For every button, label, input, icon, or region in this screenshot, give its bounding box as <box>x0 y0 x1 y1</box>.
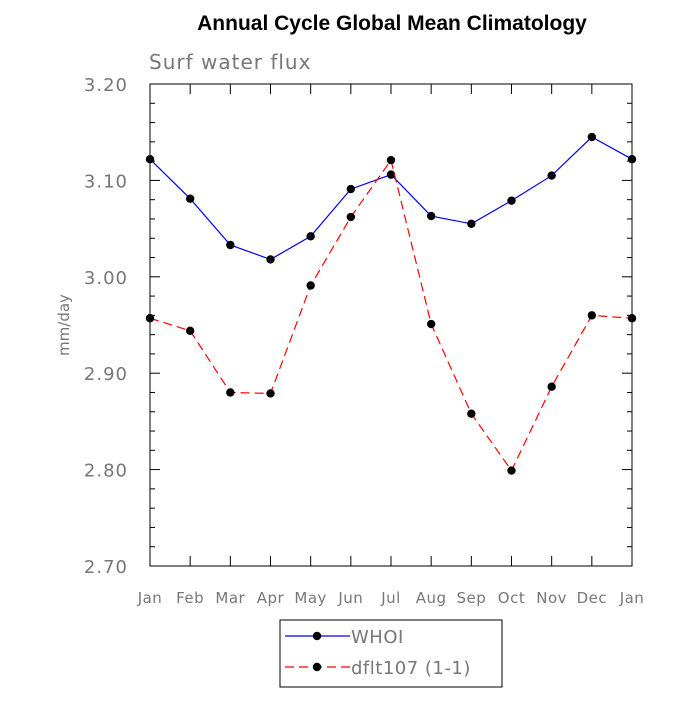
x-tick-label: Jan <box>619 589 645 607</box>
series-0-point <box>266 255 275 264</box>
y-tick-label: 2.70 <box>84 557 128 578</box>
series-layer <box>145 132 637 475</box>
series-0-point <box>386 170 396 179</box>
series-0-point <box>627 154 637 164</box>
x-tick-label: May <box>294 589 327 607</box>
y-tick-label: 3.20 <box>84 75 128 96</box>
x-tick-label: Sep <box>456 589 486 607</box>
series-0-point <box>145 154 155 164</box>
x-tick-labels: Jan Feb Mar Apr May Jun Jul Aug Sep Oct Nov Dec Jan <box>137 589 645 607</box>
series-1-point <box>386 155 396 165</box>
series-0-point <box>467 219 476 228</box>
y-tick-label: 3.10 <box>84 171 128 192</box>
series-1-point <box>426 319 436 329</box>
legend-label-0: WHOI <box>351 627 404 648</box>
y-tick-label: 3.00 <box>84 268 128 289</box>
series-0-point <box>507 196 516 205</box>
series-1-point <box>627 314 637 323</box>
chart-subtitle: Surf water flux <box>149 50 311 74</box>
y-tick-label: 2.80 <box>84 461 128 482</box>
y-tick-labels: 2.70 2.80 2.90 3.00 3.10 3.20 <box>84 75 128 578</box>
series-0-point <box>306 232 315 241</box>
series-line-0 <box>149 136 633 261</box>
series-1-point <box>346 212 356 222</box>
y-tick-label: 2.90 <box>84 364 128 385</box>
x-tick-label: Apr <box>257 589 285 607</box>
x-tick-label: Jan <box>137 589 163 607</box>
series-0-point <box>346 184 356 194</box>
legend-box <box>279 619 503 688</box>
x-tick-label: Jun <box>337 589 363 607</box>
y-axis-label: mm/day <box>55 294 73 356</box>
series-0-point <box>226 240 235 250</box>
legend-marker-1 <box>312 662 322 672</box>
x-tick-label: Nov <box>536 589 567 607</box>
series-line-1 <box>149 158 633 472</box>
series-1-point <box>547 382 556 391</box>
series-1-point <box>185 326 195 335</box>
series-0-point <box>185 194 195 203</box>
series-1-point <box>587 311 597 320</box>
legend-marker-0 <box>312 631 322 641</box>
x-tick-label: Mar <box>215 589 245 607</box>
series-1-point <box>145 314 155 323</box>
chart-title: Annual Cycle Global Mean Climatology <box>197 12 587 35</box>
legend: WHOI dflt107 (1-1) <box>279 619 503 688</box>
legend-label-1: dflt107 (1-1) <box>351 658 471 679</box>
series-1-point <box>507 466 516 475</box>
series-1-point <box>306 281 315 290</box>
series-0-point <box>587 132 597 142</box>
x-tick-label: Aug <box>416 589 447 607</box>
series-0-point <box>426 211 436 221</box>
x-tick-label: Jul <box>380 589 401 607</box>
x-tick-label: Feb <box>176 589 204 607</box>
series-1-point <box>467 409 476 418</box>
series-1-point <box>226 388 235 397</box>
x-tick-label: Oct <box>498 589 525 607</box>
axis-ticks <box>149 83 633 567</box>
series-0-point <box>547 171 556 180</box>
series-1-point <box>266 389 275 398</box>
x-tick-label: Dec <box>577 589 608 607</box>
